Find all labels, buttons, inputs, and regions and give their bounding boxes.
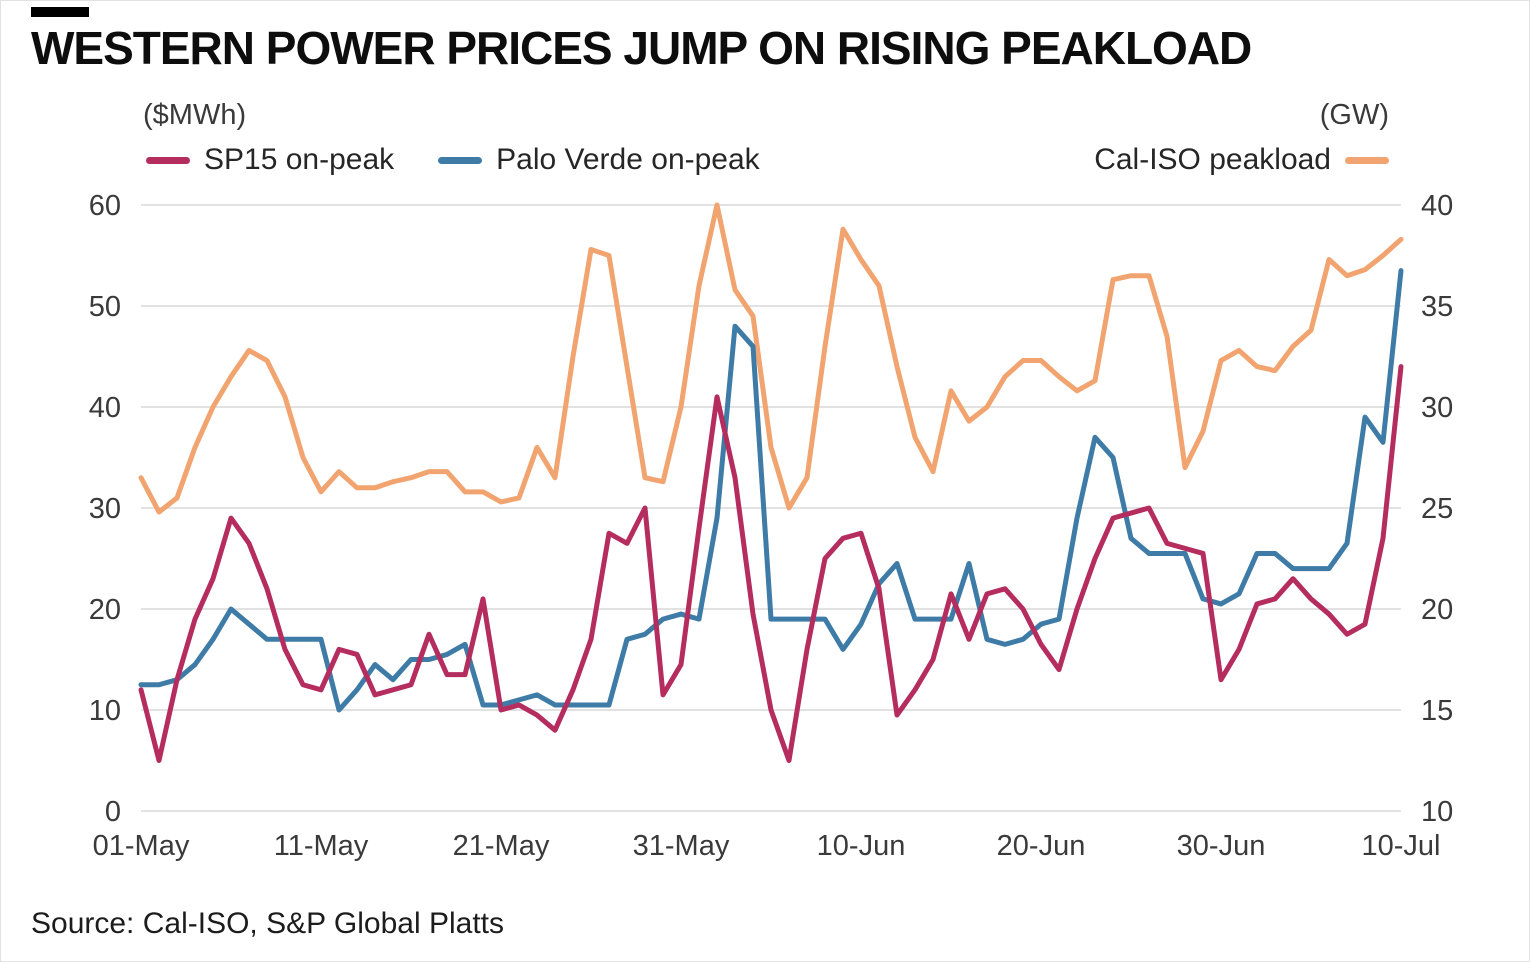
sp15-line-swatch-icon xyxy=(146,156,190,164)
right-axis-tick-label: 40 xyxy=(1421,191,1453,222)
dual-axis-line-chart: 0 10 20 30 40 50 60 10 15 20 25 30 35 40 01-May 11-May 2… xyxy=(89,191,1454,862)
left-axis-tick-label: 40 xyxy=(89,392,121,424)
chart-title: WESTERN POWER PRICES JUMP ON RISING PEAK… xyxy=(31,22,1252,74)
legend-label-cal-iso: Cal-ISO peakload xyxy=(1094,143,1331,176)
x-axis-tick-label: 01-May xyxy=(93,830,190,862)
x-axis-tick-label: 30-Jun xyxy=(1177,830,1266,862)
legend-item-palo-verde-on-peak: Palo Verde on-peak xyxy=(438,143,760,177)
left-axis-unit-label: ($MWh) xyxy=(143,99,247,131)
left-axis-tick-label: 20 xyxy=(89,594,121,626)
left-axis-tick-label: 0 xyxy=(105,796,121,828)
x-axis-tick-label: 11-May xyxy=(274,830,369,862)
legend-item-cal-iso-peakload: Cal-ISO peakload xyxy=(1094,143,1389,177)
legend: SP15 on-peak Palo Verde on-peak Cal-ISO … xyxy=(146,143,1389,177)
right-axis-tick-label: 35 xyxy=(1421,291,1453,323)
right-axis-unit-label: (GW) xyxy=(1319,99,1389,131)
left-axis-tick-label: 50 xyxy=(89,291,121,323)
right-axis-tick-label: 20 xyxy=(1421,594,1453,626)
brand-accent-bar xyxy=(31,7,89,17)
source-note: Source: Cal-ISO, S&P Global Platts xyxy=(31,907,504,940)
x-axis-tick-label: 31-May xyxy=(633,830,730,862)
x-axis-tick-label: 21-May xyxy=(453,830,550,862)
series-cal-iso-peakload xyxy=(138,202,1404,515)
right-axis-tick-label: 15 xyxy=(1421,695,1453,727)
left-axis-tick-label: 30 xyxy=(89,493,121,525)
right-axis-tick-label: 30 xyxy=(1421,392,1453,424)
x-axis-tick-label: 10-Jul xyxy=(1362,830,1441,862)
cal-iso-line-swatch-icon xyxy=(1345,156,1389,164)
legend-label-sp15: SP15 on-peak xyxy=(204,143,395,176)
x-axis-tick-label: 20-Jun xyxy=(997,830,1086,862)
palo-verde-line-swatch-icon xyxy=(438,156,483,164)
left-axis-tick-label: 10 xyxy=(89,695,121,727)
legend-label-palo-verde: Palo Verde on-peak xyxy=(496,143,760,176)
right-axis-tick-label: 25 xyxy=(1421,493,1453,525)
series-sp15-on-peak xyxy=(138,364,1404,763)
x-axis-tick-label: 10-Jun xyxy=(817,830,906,862)
legend-item-sp15-on-peak: SP15 on-peak xyxy=(146,143,394,177)
right-axis-tick-label: 10 xyxy=(1421,796,1453,828)
left-axis-tick-label: 60 xyxy=(89,191,121,222)
series-palo-verde-on-peak xyxy=(138,268,1404,713)
